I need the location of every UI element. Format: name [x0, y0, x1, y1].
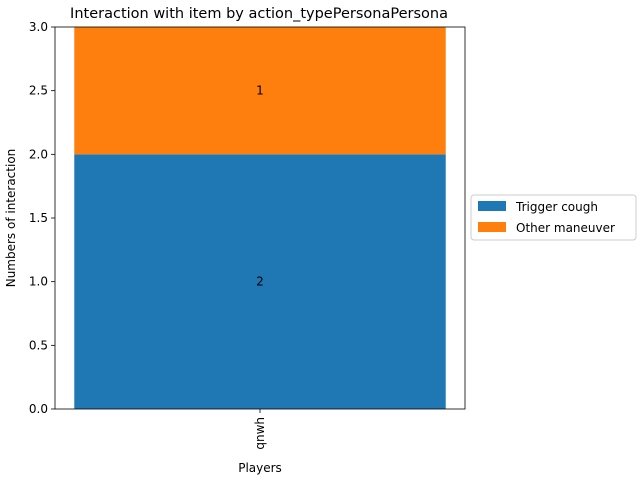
x-axis-label: Players	[238, 461, 282, 475]
y-tick-label: 0.0	[29, 402, 48, 416]
y-tick-label: 3.0	[29, 20, 48, 34]
legend-swatch	[478, 201, 506, 211]
legend-swatch	[478, 222, 506, 232]
legend-frame	[470, 194, 637, 241]
y-tick-label: 1.0	[29, 275, 48, 289]
y-tick-label: 0.5	[29, 338, 48, 352]
plot-frame	[54, 26, 466, 410]
chart-title: Interaction with item by action_typePers…	[70, 6, 448, 22]
bar-segment-other-maneuver	[74, 27, 446, 155]
legend: Trigger cough Other maneuver	[470, 194, 637, 241]
y-axis-label: Numbers of interaction	[4, 149, 18, 288]
y-tick-label: 2.5	[29, 84, 48, 98]
bar-segment-trigger-cough	[74, 154, 446, 409]
data-label: 2	[256, 275, 264, 289]
data-label: 1	[256, 84, 264, 98]
y-tick-label: 2.0	[29, 147, 48, 161]
x-tick-label: qnwh	[253, 417, 267, 450]
legend-label: Trigger cough	[515, 200, 598, 214]
plot-area: 2 1 qnwh 0.0 0.5 1.0 1.5 2.0 2.5 3.0	[29, 20, 446, 450]
legend-label: Other maneuver	[516, 221, 615, 235]
y-tick-label: 1.5	[29, 211, 48, 225]
